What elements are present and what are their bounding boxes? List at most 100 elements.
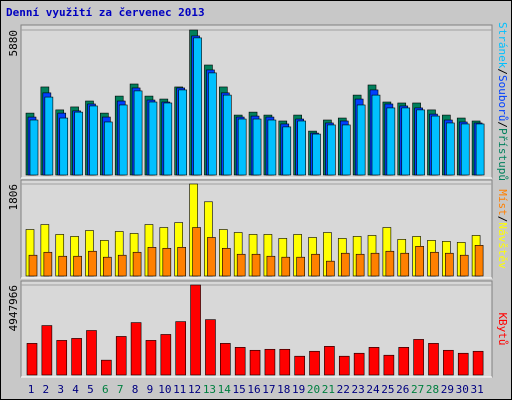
x-tick-label: 31 [470, 383, 483, 396]
x-tick-label: 2 [43, 383, 50, 396]
bar [148, 101, 158, 176]
bar [413, 339, 424, 376]
bar [371, 94, 381, 176]
bar [133, 90, 143, 176]
bar [222, 247, 231, 277]
bar [282, 126, 292, 176]
x-tick-label: 1 [28, 383, 35, 396]
bar [431, 115, 440, 176]
bar [309, 350, 320, 376]
bar [385, 250, 395, 277]
legend: Míst/Návštěv [496, 189, 509, 269]
bar [327, 124, 336, 176]
bar [178, 89, 187, 176]
bar [430, 251, 439, 277]
legend-entry: Souborů [496, 75, 509, 121]
bar [190, 284, 201, 376]
bar [103, 256, 112, 277]
bar [163, 102, 173, 176]
bar [208, 72, 217, 176]
bar [86, 330, 97, 376]
y-tick-label: 4947966 [7, 285, 20, 331]
bar [41, 325, 53, 376]
x-tick-label: 9 [147, 383, 154, 396]
bar [445, 252, 454, 277]
y-tick-label: 5880 [7, 30, 20, 57]
legend-entry: KBytů [496, 312, 509, 345]
bar [132, 251, 142, 277]
bar [29, 119, 39, 176]
x-tick-label: 3 [57, 383, 64, 396]
bar [115, 336, 127, 376]
bar [401, 107, 411, 176]
bar [249, 349, 261, 376]
bar [160, 334, 172, 376]
legend-entry: Míst [496, 189, 509, 216]
chart-title: Denní využití za červenec 2013 [6, 6, 205, 19]
bar [296, 256, 305, 277]
bar [326, 260, 335, 277]
bar [356, 104, 366, 176]
bar [386, 107, 396, 176]
bar [398, 347, 410, 376]
x-tick-label: 16 [247, 383, 260, 396]
x-tick-label: 13 [203, 383, 216, 396]
bar [237, 118, 247, 176]
bar [162, 247, 172, 277]
x-tick-label: 8 [132, 383, 139, 396]
legend-entry: Stránek [496, 22, 509, 69]
bar [474, 245, 484, 277]
bar [59, 117, 69, 176]
bar [223, 94, 232, 176]
x-tick-label: 11 [173, 383, 186, 396]
legend-separator: / [496, 216, 509, 223]
bar [457, 352, 469, 376]
x-tick-label: 7 [117, 383, 124, 396]
bar [130, 322, 142, 376]
bar [294, 355, 305, 376]
bar [460, 123, 470, 176]
bar [383, 354, 395, 376]
bar [220, 343, 231, 376]
bar [341, 124, 351, 176]
bar [416, 109, 425, 176]
bar [264, 348, 276, 376]
x-tick-label: 26 [396, 383, 409, 396]
x-tick-label: 27 [411, 383, 424, 396]
x-tick-label: 29 [441, 383, 454, 396]
x-tick-label: 19 [292, 383, 305, 396]
bar [117, 254, 127, 277]
bar [415, 246, 424, 277]
bar [145, 340, 157, 376]
x-tick-label: 15 [233, 383, 246, 396]
bar [71, 338, 82, 376]
bar [428, 343, 439, 376]
bar [74, 111, 83, 176]
bar [193, 37, 202, 176]
x-tick-label: 5 [87, 383, 94, 396]
legend-separator: / [496, 68, 509, 75]
bar [324, 346, 335, 376]
bar [355, 253, 365, 277]
bar [118, 104, 128, 176]
bar [104, 121, 113, 176]
bar [368, 347, 380, 376]
bar [28, 254, 38, 277]
bar [147, 247, 157, 277]
x-tick-label: 24 [366, 383, 380, 396]
bar [88, 250, 97, 277]
bar [312, 133, 321, 176]
bar [252, 118, 262, 176]
bar [177, 247, 186, 277]
bar [56, 340, 68, 376]
bar [475, 123, 485, 176]
bar [370, 252, 380, 277]
bar [311, 253, 320, 277]
bar [251, 253, 261, 277]
x-tick-label: 17 [262, 383, 275, 396]
legend-entry: Návštěv [496, 222, 509, 269]
y-tick-label: 1806 [7, 184, 20, 211]
x-tick-label: 21 [322, 383, 335, 396]
bar [340, 252, 350, 277]
x-tick-label: 6 [102, 383, 109, 396]
